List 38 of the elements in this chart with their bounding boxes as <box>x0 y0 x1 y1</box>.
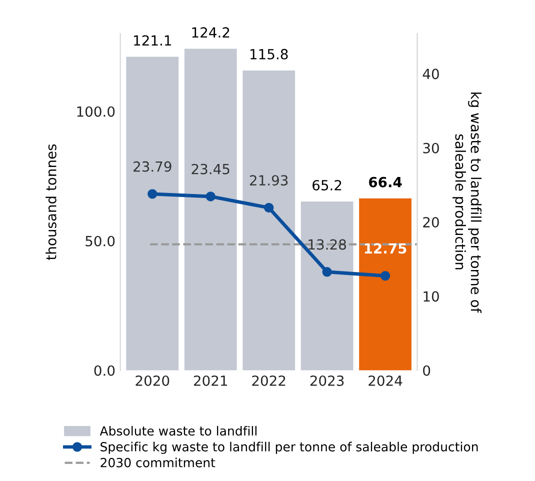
legend-label: Absolute waste to landfill <box>100 426 256 436</box>
bar <box>242 70 296 370</box>
data-label: 66.4 <box>369 176 402 188</box>
legend-label: 2030 commitment <box>100 458 216 468</box>
data-label: 115.8 <box>250 48 288 60</box>
bar <box>300 202 354 370</box>
bar <box>359 198 412 370</box>
bar <box>184 48 237 370</box>
data-label: 65.2 <box>312 180 342 190</box>
data-label: 23.79 <box>134 161 172 172</box>
legend-label: Specific kg waste to landfill per tonne of saleable production <box>100 442 478 454</box>
data-label: 124.2 <box>192 27 230 38</box>
point <box>148 189 158 199</box>
bar <box>126 56 179 370</box>
y-tick-label: 0.0 <box>94 365 115 376</box>
point <box>380 270 390 281</box>
data-label: 21.93 <box>250 175 288 186</box>
y2-tick-label: 20 <box>423 217 439 228</box>
y-tick-label: 100.0 <box>77 106 115 117</box>
y-tick-label: 50.0 <box>86 236 115 246</box>
data-label: 13.28 <box>308 239 346 250</box>
x-tick-label: 2022 <box>252 375 286 386</box>
y2-tick-label: 10 <box>424 291 439 302</box>
y2-tick-label: 0 <box>423 365 430 376</box>
data-label: 121.1 <box>134 35 171 46</box>
point <box>264 202 274 213</box>
y2-axis-title: kg waste to landfill per tonne of saleable production <box>452 92 482 313</box>
data-label: 12.75 <box>364 243 406 254</box>
y2-tick-label: 40 <box>422 68 439 80</box>
x-tick-label: 2021 <box>194 375 228 386</box>
x-tick-label: 2024 <box>368 375 402 386</box>
x-tick-label: 2020 <box>136 375 170 386</box>
point <box>322 267 332 277</box>
x-tick-label: 2023 <box>310 375 344 386</box>
data-label: 23.45 <box>192 164 230 174</box>
y-axis-title: thousand tonnes <box>46 144 56 260</box>
point <box>206 192 216 202</box>
y2-tick-label: 30 <box>423 142 439 154</box>
